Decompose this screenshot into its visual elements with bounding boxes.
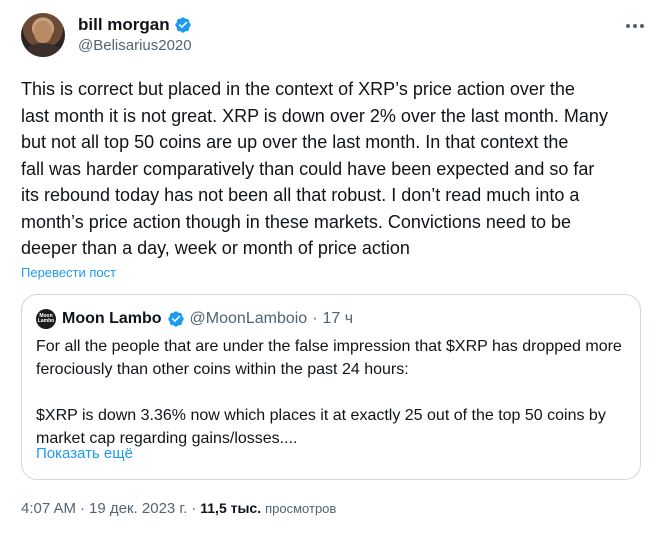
show-more-link[interactable]: Показать ещё: [36, 445, 133, 462]
quoted-tweet[interactable]: Moon Lambo Moon Lambo @MoonLamboio · 17 …: [21, 294, 641, 480]
quoted-timestamp[interactable]: 17 ч: [322, 310, 354, 327]
tweet-meta: 4:07 AM · 19 дек. 2023 г. · 11,5 тыс. пр…: [21, 500, 336, 517]
quoted-paragraph: For all the people that are under the fa…: [36, 338, 622, 378]
author-display-name[interactable]: bill morgan: [78, 15, 170, 34]
tweet-text: This is correct but placed in the contex…: [21, 79, 608, 258]
quoted-verified-badge-icon: [167, 311, 184, 327]
avatar-shoulders: [25, 43, 61, 57]
more-dot: [633, 24, 637, 28]
quoted-text: For all the people that are under the fa…: [36, 335, 631, 450]
post-time[interactable]: 4:07 AM: [21, 500, 77, 517]
quoted-author-avatar[interactable]: Moon Lambo: [36, 309, 56, 329]
quoted-separator: ·: [312, 310, 318, 327]
verified-badge-icon[interactable]: [174, 16, 192, 34]
post-date[interactable]: 19 дек. 2023 г.: [89, 500, 188, 517]
quoted-paragraph: $XRP is down 3.36% now which places it a…: [36, 407, 606, 447]
author-avatar[interactable]: [21, 13, 65, 57]
more-dot: [640, 24, 644, 28]
more-options-icon[interactable]: [624, 16, 646, 36]
views-count: 11,5 тыс.: [200, 500, 262, 516]
more-dot: [626, 24, 630, 28]
meta-separator: ·: [191, 500, 197, 517]
quoted-display-name[interactable]: Moon Lambo: [62, 310, 162, 327]
author-handle[interactable]: @Belisarius2020: [78, 37, 192, 54]
meta-separator: ·: [80, 500, 86, 517]
quoted-handle[interactable]: @MoonLamboio: [189, 310, 308, 327]
translate-post-link[interactable]: Перевести пост: [21, 265, 117, 280]
author-name-row: bill morgan: [78, 14, 192, 36]
quoted-header: Moon Lambo @MoonLamboio · 17 ч: [62, 308, 353, 330]
views-label: просмотров: [265, 501, 337, 516]
avatar-head: [34, 21, 52, 43]
